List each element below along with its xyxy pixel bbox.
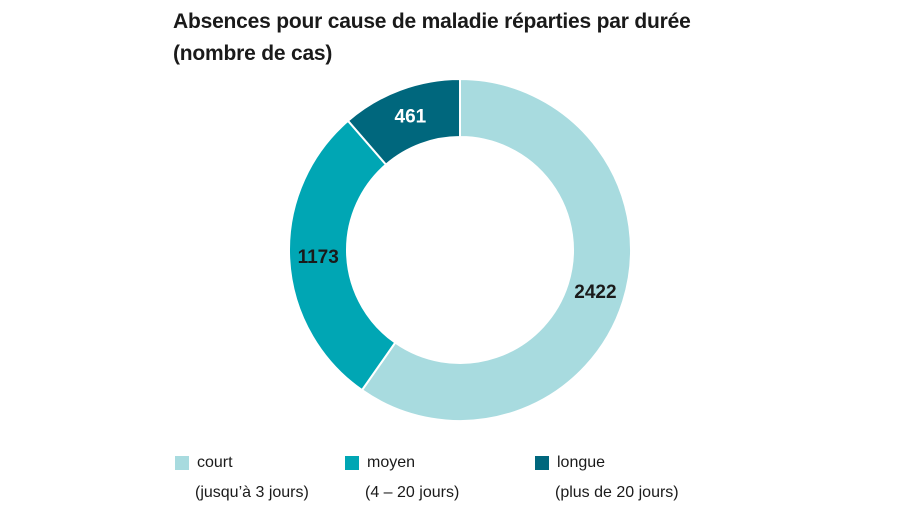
donut-slice-moyen [288,119,397,392]
donut-chart: 2422 1173 461 [288,77,632,422]
legend-description-court: (jusqu’à 3 jours) [195,484,309,501]
legend-swatch-moyen [345,456,359,470]
donut-slice-longue [346,77,461,167]
data-label-court: 2422 [574,282,616,303]
chart-title: Absences pour cause de maladie réparties… [173,10,691,33]
donut-slice-court [360,77,632,422]
data-label-longue: 461 [395,106,427,127]
legend-description-moyen: (4 – 20 jours) [365,484,460,501]
chart-subtitle: (nombre de cas) [173,42,333,65]
legend-swatch-court [175,456,189,470]
data-label-moyen: 1173 [298,247,339,268]
legend-description-longue: (plus de 20 jours) [555,484,679,501]
chart-title-block: Absences pour cause de maladie réparties… [173,6,793,70]
legend-label-moyen: moyen [367,454,416,471]
legend-label-longue: longue [557,454,606,471]
legend-label-court: court [197,454,233,471]
legend-swatch-longue [535,456,549,470]
